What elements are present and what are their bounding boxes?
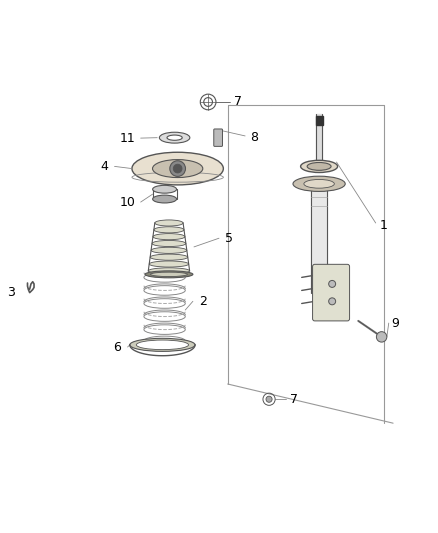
FancyBboxPatch shape (214, 129, 223, 147)
Ellipse shape (153, 233, 185, 240)
Circle shape (173, 164, 182, 173)
Ellipse shape (159, 132, 190, 143)
Text: 4: 4 (100, 160, 108, 173)
Text: 5: 5 (225, 232, 233, 245)
Text: 2: 2 (199, 295, 207, 308)
Ellipse shape (152, 159, 203, 177)
Ellipse shape (150, 254, 188, 260)
Ellipse shape (155, 220, 183, 226)
Circle shape (170, 161, 185, 176)
Ellipse shape (130, 338, 195, 351)
Text: 1: 1 (380, 219, 388, 232)
Text: 3: 3 (7, 286, 15, 299)
Bar (316, 116, 322, 125)
Ellipse shape (150, 272, 187, 277)
Text: 6: 6 (113, 341, 121, 353)
Ellipse shape (300, 160, 338, 173)
Ellipse shape (149, 261, 189, 267)
Ellipse shape (154, 227, 184, 233)
Circle shape (266, 396, 272, 402)
Text: 11: 11 (120, 132, 135, 144)
Ellipse shape (145, 271, 193, 278)
Ellipse shape (151, 247, 187, 253)
Text: 8: 8 (251, 131, 258, 144)
Ellipse shape (307, 163, 331, 171)
Circle shape (328, 280, 336, 287)
FancyBboxPatch shape (313, 264, 350, 321)
Circle shape (376, 332, 387, 342)
Text: 7: 7 (234, 95, 242, 109)
Ellipse shape (167, 135, 182, 140)
Ellipse shape (152, 195, 177, 203)
Ellipse shape (132, 152, 223, 185)
Ellipse shape (304, 180, 334, 188)
Ellipse shape (152, 185, 177, 193)
Text: 7: 7 (290, 393, 297, 406)
Circle shape (328, 298, 336, 305)
Ellipse shape (148, 268, 190, 274)
Ellipse shape (152, 240, 186, 247)
Ellipse shape (136, 340, 188, 350)
Ellipse shape (293, 176, 345, 191)
Text: 10: 10 (120, 196, 135, 208)
Text: 9: 9 (391, 317, 399, 329)
